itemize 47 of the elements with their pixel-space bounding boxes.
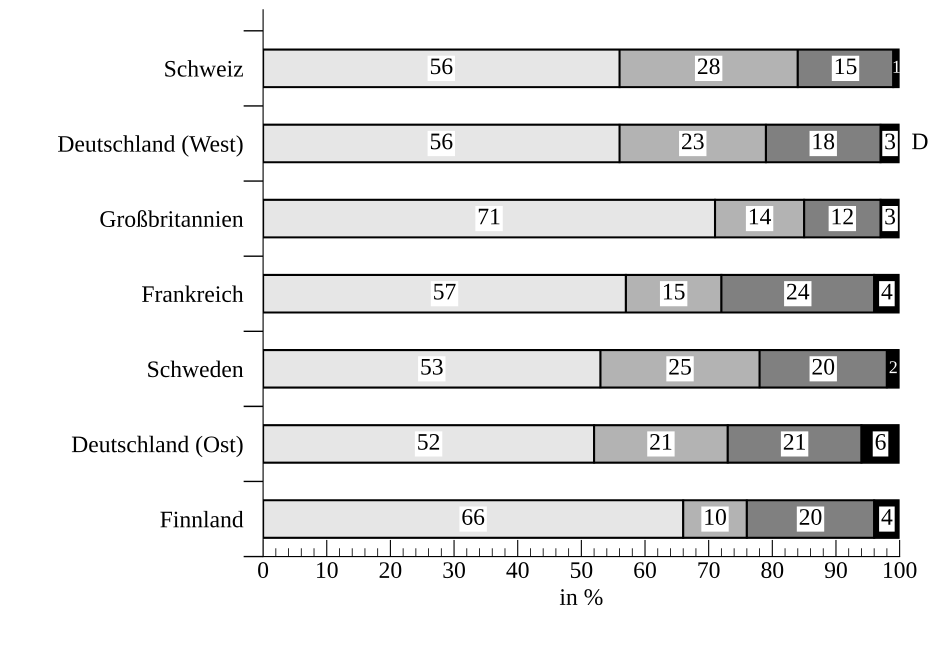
data-label: 20 [800,509,822,525]
data-label: 56 [430,58,452,74]
data-label: 66 [462,509,484,525]
data-label: 14 [750,208,772,224]
x-tick-label: 0 [258,562,268,578]
data-label: 3 [885,208,896,224]
y-tick-label: Deutschland (Ost) [72,436,243,458]
data-label: 12 [832,208,853,224]
y-tick-label: Schweiz [165,60,243,77]
x-axis-title: in % [560,589,603,606]
data-label: 6 [876,434,886,450]
data-label: 71 [478,208,500,224]
data-label: 24 [787,284,810,300]
x-tick-label: 60 [634,562,656,578]
data-label: 18 [814,133,834,150]
x-tick-label: 40 [506,562,529,578]
data-label: 53 [421,358,443,375]
x-tick-label: 10 [317,562,338,578]
data-label: 23 [682,134,704,150]
data-label: 15 [664,284,685,300]
data-label: 52 [418,434,440,450]
y-tick-label: Schweden [148,360,244,378]
y-tick-label: Frankreich [142,286,244,302]
x-tick-label: 30 [443,562,465,578]
y-tick-label: Deutschland (West) [58,135,243,157]
x-tick-label: 100 [884,562,916,578]
annotation: D [912,134,928,150]
x-tick-label: 70 [698,562,720,578]
data-label: 21 [650,434,672,450]
x-tick-label: 90 [824,562,847,578]
data-label: 56 [430,134,452,150]
y-tick-label: Finnland [160,510,244,528]
data-label: 10 [705,509,726,525]
x-tick-label: 80 [761,562,784,578]
x-tick-label: 20 [380,562,402,578]
data-label: 57 [434,284,456,300]
data-label: 20 [812,358,834,375]
y-tick-label: Großbritannien [100,210,244,228]
data-label: 4 [881,284,892,300]
x-tick-label: 50 [570,562,592,578]
data-label: 15 [836,58,856,74]
data-label: 28 [698,58,720,74]
data-label: 21 [784,434,805,450]
data-label: 4 [881,509,892,525]
data-label: 25 [669,358,691,375]
data-label: 3 [885,134,896,150]
data-label: 2 [890,361,897,374]
